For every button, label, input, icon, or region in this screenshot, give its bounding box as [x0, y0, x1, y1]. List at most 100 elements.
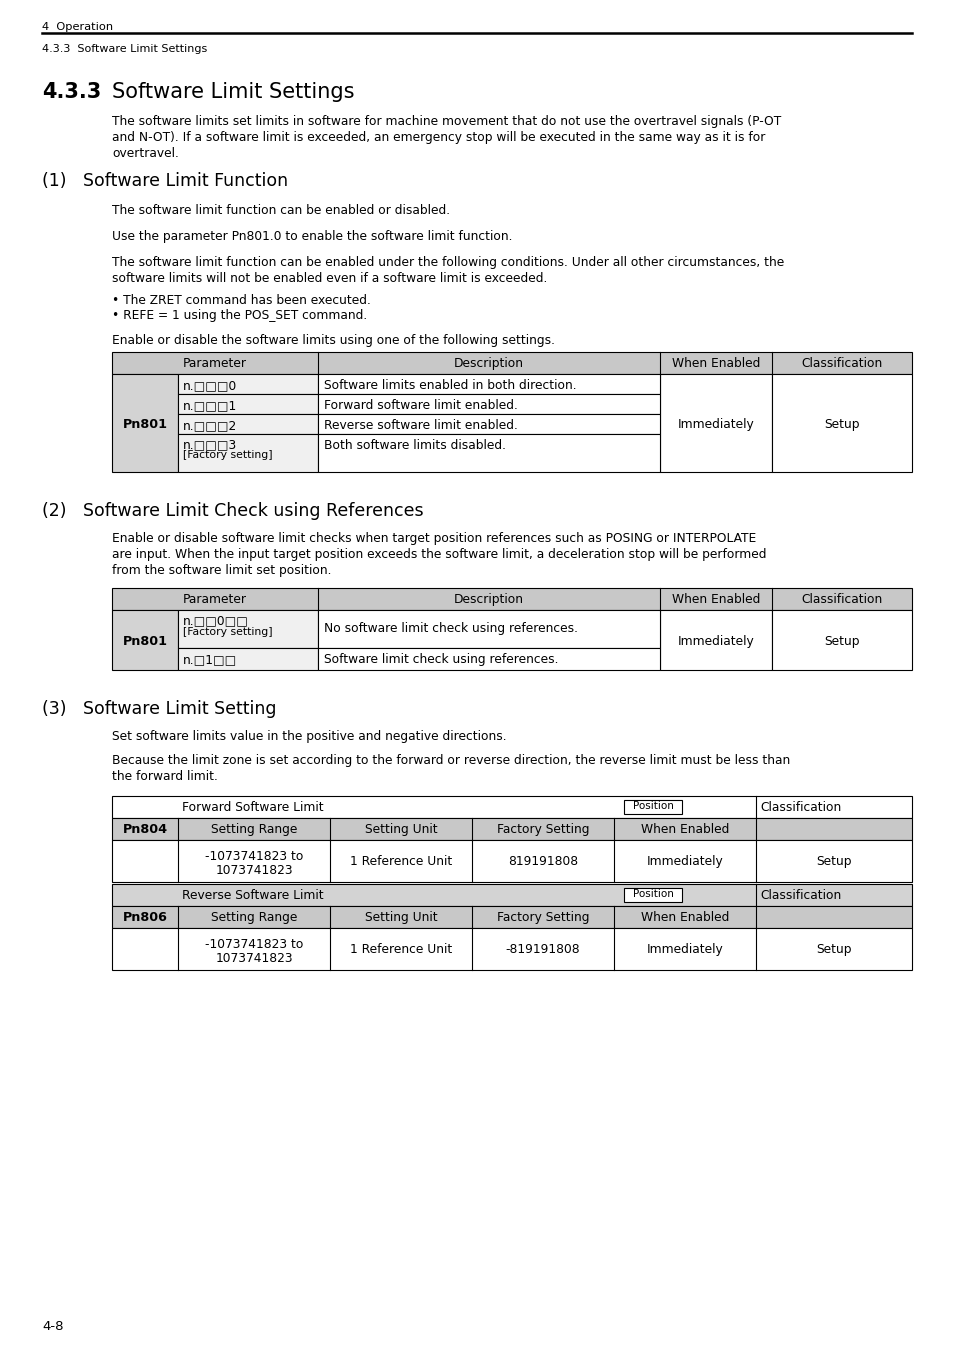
Text: Software limits enabled in both direction.: Software limits enabled in both directio…: [324, 379, 576, 391]
Text: Factory Setting: Factory Setting: [497, 824, 589, 836]
Text: -1073741823 to: -1073741823 to: [205, 938, 303, 950]
Text: Classification: Classification: [801, 356, 882, 370]
Bar: [112, 610, 178, 670]
Bar: [317, 414, 659, 433]
Text: Classification: Classification: [760, 890, 841, 902]
Bar: [317, 610, 659, 648]
Bar: [178, 414, 317, 433]
Text: n.□□□1: n.□□□1: [183, 400, 237, 412]
Text: Reverse Software Limit: Reverse Software Limit: [182, 890, 323, 902]
Text: When Enabled: When Enabled: [640, 824, 728, 836]
Bar: [178, 433, 317, 472]
Text: Factory Setting: Factory Setting: [497, 911, 589, 923]
Bar: [623, 801, 681, 814]
Text: Setting Range: Setting Range: [211, 911, 297, 923]
Text: Setting Unit: Setting Unit: [364, 911, 436, 923]
Text: • REFE = 1 using the POS_SET command.: • REFE = 1 using the POS_SET command.: [112, 309, 367, 323]
Text: Immediately: Immediately: [677, 418, 754, 431]
Text: Setup: Setup: [823, 418, 859, 431]
Text: 1 Reference Unit: 1 Reference Unit: [350, 855, 452, 868]
Bar: [659, 610, 771, 670]
Bar: [112, 818, 911, 840]
Text: Use the parameter Pn801.0 to enable the software limit function.: Use the parameter Pn801.0 to enable the …: [112, 230, 512, 243]
Text: (1)   Software Limit Function: (1) Software Limit Function: [42, 171, 288, 190]
Text: Description: Description: [454, 593, 523, 606]
Bar: [112, 906, 911, 927]
Text: Classification: Classification: [760, 801, 841, 814]
Bar: [112, 840, 911, 882]
Text: are input. When the input target position exceeds the software limit, a decelera: are input. When the input target positio…: [112, 548, 765, 562]
Text: Position: Position: [632, 801, 673, 811]
Text: When Enabled: When Enabled: [671, 356, 760, 370]
Text: Because the limit zone is set according to the forward or reverse direction, the: Because the limit zone is set according …: [112, 755, 789, 767]
Text: [Factory setting]: [Factory setting]: [183, 450, 273, 460]
Text: Pn804: Pn804: [122, 824, 168, 836]
Text: and N-OT). If a software limit is exceeded, an emergency stop will be executed i: and N-OT). If a software limit is exceed…: [112, 131, 764, 144]
Text: Software Limit Settings: Software Limit Settings: [112, 82, 355, 103]
Bar: [659, 374, 771, 472]
Text: the forward limit.: the forward limit.: [112, 769, 217, 783]
Text: Set software limits value in the positive and negative directions.: Set software limits value in the positiv…: [112, 730, 506, 742]
Text: Forward Software Limit: Forward Software Limit: [182, 801, 323, 814]
Text: Setup: Setup: [816, 855, 851, 868]
Bar: [771, 610, 911, 670]
Bar: [317, 648, 659, 670]
Text: The software limits set limits in software for machine movement that do not use : The software limits set limits in softwa…: [112, 115, 781, 128]
Text: [Factory setting]: [Factory setting]: [183, 626, 273, 637]
Text: 4.3.3  Software Limit Settings: 4.3.3 Software Limit Settings: [42, 45, 207, 54]
Bar: [623, 888, 681, 902]
Text: The software limit function can be enabled or disabled.: The software limit function can be enabl…: [112, 204, 450, 217]
Text: n.□□□0: n.□□□0: [183, 379, 237, 391]
Text: Immediately: Immediately: [646, 855, 722, 868]
Text: Immediately: Immediately: [646, 944, 722, 956]
Bar: [112, 884, 911, 906]
Text: 1 Reference Unit: 1 Reference Unit: [350, 944, 452, 956]
Text: Setup: Setup: [823, 634, 859, 648]
Text: (2)   Software Limit Check using References: (2) Software Limit Check using Reference…: [42, 502, 423, 520]
Text: Pn801: Pn801: [122, 634, 168, 648]
Text: The software limit function can be enabled under the following conditions. Under: The software limit function can be enabl…: [112, 256, 783, 269]
Bar: [317, 394, 659, 414]
Bar: [112, 927, 911, 971]
Bar: [178, 394, 317, 414]
Text: 1073741823: 1073741823: [215, 952, 293, 965]
Text: software limits will not be enabled even if a software limit is exceeded.: software limits will not be enabled even…: [112, 271, 547, 285]
Text: No software limit check using references.: No software limit check using references…: [324, 622, 578, 634]
Text: • The ZRET command has been executed.: • The ZRET command has been executed.: [112, 294, 371, 306]
Text: -1073741823 to: -1073741823 to: [205, 850, 303, 863]
Text: 4-8: 4-8: [42, 1320, 64, 1332]
Text: Software limit check using references.: Software limit check using references.: [324, 653, 558, 666]
Text: Enable or disable software limit checks when target position references such as : Enable or disable software limit checks …: [112, 532, 756, 545]
Text: n.□1□□: n.□1□□: [183, 653, 237, 666]
Text: Setup: Setup: [816, 944, 851, 956]
Text: n.□□□3: n.□□□3: [183, 437, 237, 451]
Bar: [112, 589, 911, 610]
Text: 4.3.3: 4.3.3: [42, 82, 101, 103]
Text: Setting Range: Setting Range: [211, 824, 297, 836]
Text: 4  Operation: 4 Operation: [42, 22, 113, 32]
Text: Position: Position: [632, 890, 673, 899]
Bar: [112, 796, 911, 818]
Text: (3)   Software Limit Setting: (3) Software Limit Setting: [42, 701, 276, 718]
Bar: [317, 433, 659, 472]
Text: Forward software limit enabled.: Forward software limit enabled.: [324, 400, 517, 412]
Text: 1073741823: 1073741823: [215, 864, 293, 878]
Text: Immediately: Immediately: [677, 634, 754, 648]
Text: When Enabled: When Enabled: [640, 911, 728, 923]
Text: Description: Description: [454, 356, 523, 370]
Text: from the software limit set position.: from the software limit set position.: [112, 564, 331, 576]
Text: Classification: Classification: [801, 593, 882, 606]
Text: n.□□□2: n.□□□2: [183, 418, 237, 432]
Text: -819191808: -819191808: [505, 944, 579, 956]
Bar: [112, 374, 178, 472]
Text: Pn806: Pn806: [122, 911, 168, 923]
Text: Enable or disable the software limits using one of the following settings.: Enable or disable the software limits us…: [112, 333, 555, 347]
Bar: [178, 610, 317, 648]
Bar: [178, 648, 317, 670]
Text: n.□□0□□: n.□□0□□: [183, 614, 249, 626]
Bar: [317, 374, 659, 394]
Bar: [112, 352, 911, 374]
Text: Setting Unit: Setting Unit: [364, 824, 436, 836]
Text: When Enabled: When Enabled: [671, 593, 760, 606]
Text: overtravel.: overtravel.: [112, 147, 179, 161]
